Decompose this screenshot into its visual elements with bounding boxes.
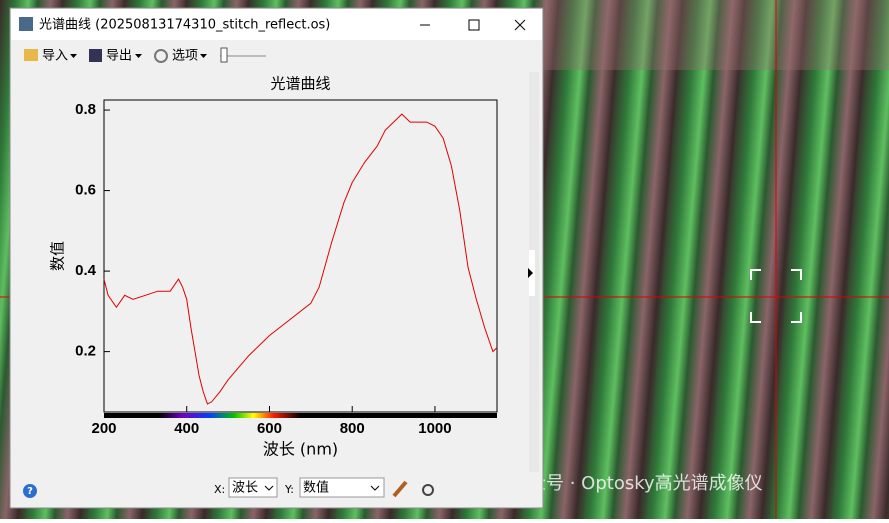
dropdown-arrow xyxy=(70,54,77,58)
x-select[interactable] xyxy=(228,477,278,498)
title-bar xyxy=(11,9,542,40)
field-edge xyxy=(543,0,889,70)
options[interactable]: 选项 xyxy=(172,49,198,64)
slider-thumb[interactable] xyxy=(220,47,228,63)
spectrum-line xyxy=(103,113,498,405)
help[interactable]: ? xyxy=(27,486,33,497)
import-icon[interactable] xyxy=(24,49,38,61)
options-icon[interactable] xyxy=(154,49,168,63)
refresh[interactable] xyxy=(422,484,434,496)
y-prefix: Y: xyxy=(284,483,294,496)
x-tick-label: 600 xyxy=(257,420,282,437)
spectrum-bar xyxy=(104,413,497,418)
pen-tool[interactable] xyxy=(392,480,408,498)
expand-arrow[interactable] xyxy=(528,268,533,278)
y-select-value[interactable]: 数值 xyxy=(303,480,329,496)
chart-title: 光谱曲线 xyxy=(270,75,330,93)
x-axis-label: 波长 (nm) xyxy=(263,440,338,459)
watermark: 公众号 · Optosky高光谱成像仪 xyxy=(510,473,763,494)
help-icon[interactable] xyxy=(23,484,37,498)
dropdown-arrow xyxy=(200,54,207,58)
y-tick-label: 0.2 xyxy=(75,343,96,360)
x-tick-label: 200 xyxy=(91,420,116,437)
selection-box xyxy=(750,269,802,323)
y-tick-label: 0.4 xyxy=(75,262,97,279)
x-select-value[interactable]: 波长 xyxy=(232,481,258,496)
x-tick-label: 400 xyxy=(174,420,199,437)
y-tick-label: 0.6 xyxy=(75,182,96,199)
export[interactable]: 导出 xyxy=(106,49,132,64)
x-tick-label: 800 xyxy=(340,420,365,437)
select-arrow xyxy=(370,485,380,491)
y-tick-label: 0.8 xyxy=(75,101,96,118)
y-select[interactable] xyxy=(299,477,385,498)
export-icon[interactable] xyxy=(89,49,102,62)
window-title: 光谱曲线 (20250813174310_stitch_reflect.os) xyxy=(39,18,330,33)
maximize[interactable] xyxy=(468,19,480,31)
app-icon xyxy=(19,17,33,31)
plot-frame xyxy=(103,99,498,413)
import[interactable]: 导入 xyxy=(42,49,68,64)
y-axis-label: 数值 xyxy=(49,241,67,271)
select-arrow xyxy=(264,485,274,491)
dropdown-arrow xyxy=(135,54,142,58)
x-prefix: X: xyxy=(214,483,225,496)
window xyxy=(9,7,544,509)
x-tick-label: 1000 xyxy=(418,420,451,437)
close[interactable] xyxy=(514,19,526,31)
